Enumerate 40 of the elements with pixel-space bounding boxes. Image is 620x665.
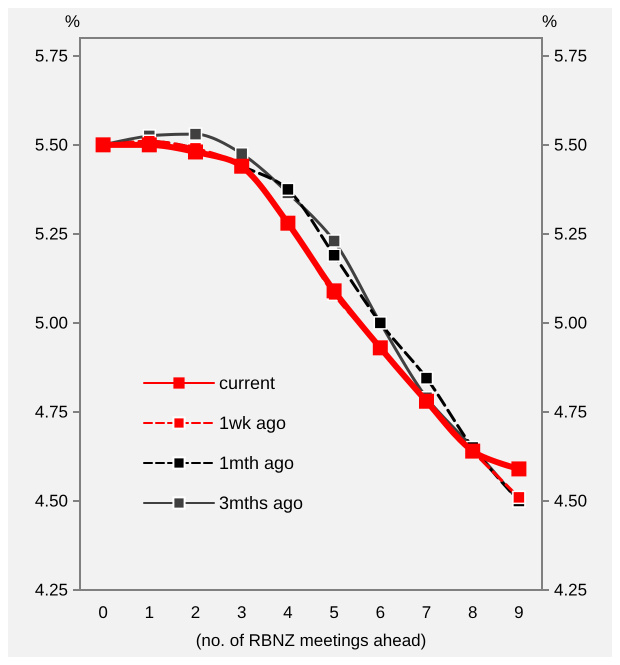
y-tick-label: 5.25 xyxy=(34,224,68,244)
x-tick-label: 6 xyxy=(376,603,386,622)
x-tick-label: 8 xyxy=(468,603,478,622)
point xyxy=(327,234,341,248)
x-tick-label: 3 xyxy=(236,603,246,622)
x-tick-label: 5 xyxy=(329,603,339,622)
legend-label: 1mth ago xyxy=(219,453,294,473)
x-tick-label: 9 xyxy=(514,603,524,622)
point xyxy=(327,248,341,262)
y-tick-label: 5.00 xyxy=(34,313,68,332)
y2-tick-label: 4.25 xyxy=(554,580,588,600)
point xyxy=(511,461,526,476)
y-tick-label: 4.50 xyxy=(34,491,68,510)
y2-tick-label: 5.25 xyxy=(554,224,588,244)
x-tick-label: 0 xyxy=(98,603,108,622)
point xyxy=(420,371,434,385)
x-tick-label: 4 xyxy=(283,603,293,622)
legend-label: current xyxy=(219,373,276,393)
y-tick-label: 5.50 xyxy=(34,135,68,154)
y2-tick-label: 5.75 xyxy=(554,46,588,66)
y-tick-label: 4.25 xyxy=(34,580,68,600)
y2-axis-title: % xyxy=(542,12,558,31)
x-tick-label: 7 xyxy=(422,603,432,622)
legend-label: 1wk ago xyxy=(219,413,286,433)
x-axis-title: (no. of RBNZ meetings ahead) xyxy=(196,631,426,650)
y2-tick-label: 4.75 xyxy=(554,402,588,422)
point xyxy=(142,137,157,152)
point xyxy=(512,490,526,504)
y-axis-title: % xyxy=(64,12,80,31)
x-tick-label: 2 xyxy=(190,603,200,622)
x-tick-label: 1 xyxy=(144,603,154,622)
point xyxy=(188,144,203,160)
y2-tick-label: 4.50 xyxy=(554,491,588,510)
y-tick-label: 4.75 xyxy=(34,402,68,422)
y2-tick-label: 5.50 xyxy=(554,135,588,154)
y-tick-label: 5.75 xyxy=(34,46,68,66)
y2-tick-label: 5.00 xyxy=(554,313,588,332)
legend-label: 3mths ago xyxy=(219,493,304,513)
point xyxy=(188,127,202,141)
point xyxy=(281,182,295,196)
